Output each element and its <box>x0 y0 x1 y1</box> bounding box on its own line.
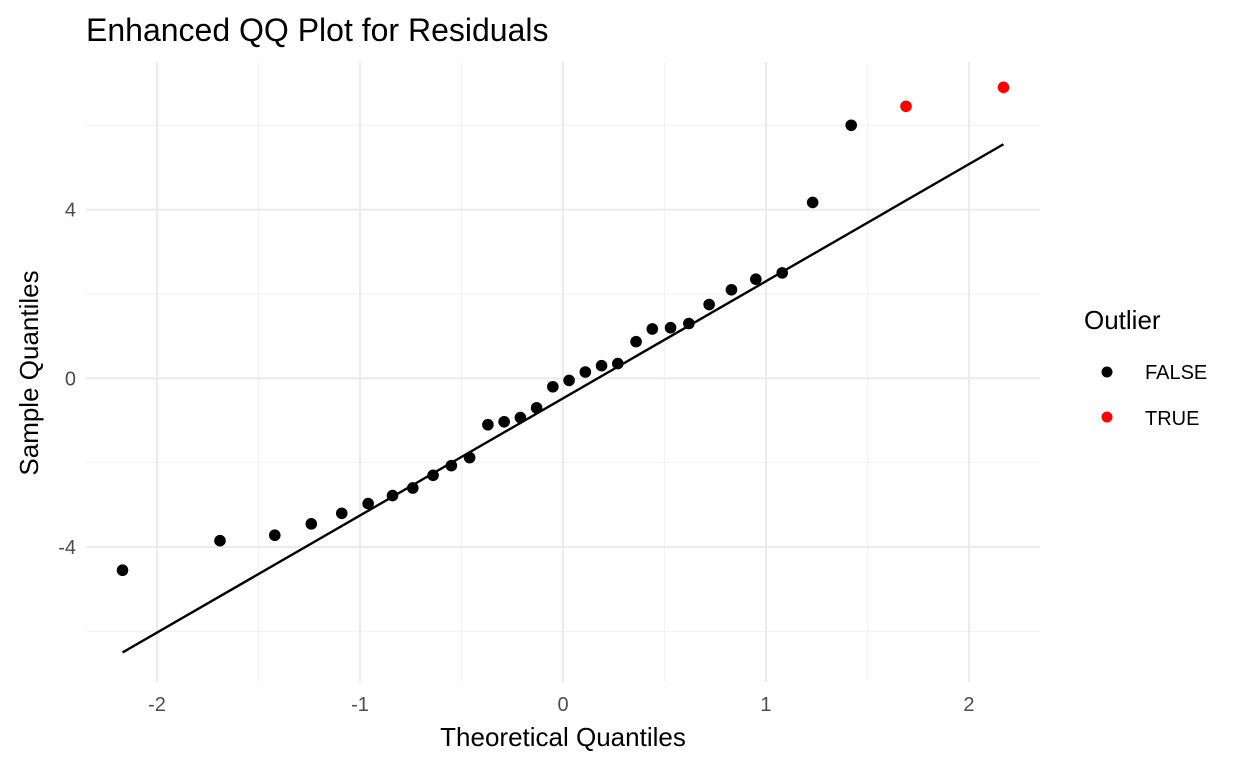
legend-label-true: TRUE <box>1145 408 1199 430</box>
data-point <box>514 411 527 424</box>
data-point <box>630 335 642 348</box>
x-axis-title: Theoretical Quantiles <box>440 722 686 752</box>
data-point <box>664 321 677 334</box>
data-point <box>750 273 762 286</box>
x-tick-label: -1 <box>351 694 369 716</box>
data-point <box>362 497 374 510</box>
data-point <box>268 529 281 542</box>
legend-key-true <box>1101 411 1113 423</box>
major-gridlines <box>86 62 1040 682</box>
data-point <box>725 283 738 296</box>
legend-label-false: FALSE <box>1145 362 1207 384</box>
data-point <box>530 402 543 414</box>
x-tick-label: 2 <box>963 694 974 716</box>
reference-line <box>121 143 1005 654</box>
data-points <box>116 81 1010 577</box>
data-point <box>305 518 318 530</box>
chart-title: Enhanced QQ Plot for Residuals <box>86 12 548 48</box>
data-point <box>214 534 226 547</box>
data-point <box>612 357 624 370</box>
data-point <box>463 451 476 464</box>
data-point <box>579 366 592 378</box>
data-point <box>116 564 129 577</box>
data-point <box>335 507 348 520</box>
outlier-point <box>900 100 912 113</box>
x-tick-label: -2 <box>148 694 166 716</box>
data-point <box>406 482 419 494</box>
y-axis-title: Sample Quantiles <box>14 270 44 475</box>
y-tick-labels: -4 0 4 <box>58 200 76 559</box>
x-tick-labels: -2 -1 0 1 2 <box>148 694 974 716</box>
data-point <box>776 267 789 279</box>
data-point <box>445 459 458 472</box>
data-point <box>563 374 575 387</box>
data-point <box>806 196 819 209</box>
data-point <box>427 469 439 482</box>
data-point <box>703 298 715 311</box>
data-point <box>683 317 695 330</box>
data-point <box>845 119 858 132</box>
data-point <box>482 418 494 431</box>
data-point <box>595 359 608 372</box>
legend-title: Outlier <box>1084 305 1161 335</box>
y-tick-label: 0 <box>65 368 76 390</box>
x-tick-label: 0 <box>557 694 568 716</box>
y-tick-label: -4 <box>58 537 76 559</box>
data-point <box>386 489 399 502</box>
legend: Outlier FALSE TRUE <box>1084 305 1207 430</box>
legend-key-false <box>1101 366 1113 378</box>
outlier-point <box>997 81 1010 94</box>
y-tick-label: 4 <box>65 200 76 222</box>
data-point <box>498 415 510 428</box>
data-point <box>646 323 659 335</box>
x-tick-label: 1 <box>760 694 771 716</box>
data-point <box>547 380 559 393</box>
